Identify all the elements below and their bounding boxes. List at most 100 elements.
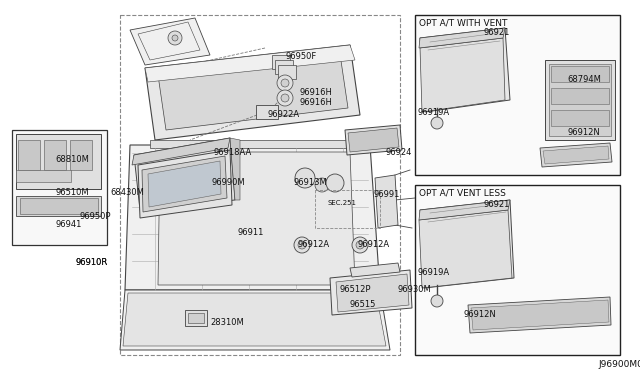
Text: 96990M: 96990M — [212, 178, 246, 187]
Polygon shape — [348, 128, 399, 152]
Bar — [551, 110, 609, 126]
Bar — [188, 313, 204, 323]
Bar — [18, 140, 40, 170]
Bar — [545, 60, 615, 140]
Text: 96950F: 96950F — [285, 52, 316, 61]
Text: 96916H: 96916H — [299, 88, 332, 97]
Polygon shape — [120, 290, 390, 350]
Polygon shape — [419, 28, 505, 48]
Text: 96919A: 96919A — [418, 268, 450, 277]
Polygon shape — [145, 45, 360, 140]
Text: 28310M: 28310M — [210, 318, 244, 327]
Text: 96919A: 96919A — [418, 108, 450, 117]
Text: 96910R: 96910R — [75, 258, 108, 267]
Polygon shape — [123, 293, 386, 346]
Polygon shape — [420, 38, 505, 112]
Polygon shape — [158, 54, 348, 130]
Polygon shape — [543, 146, 609, 164]
Text: OPT A/T VENT LESS: OPT A/T VENT LESS — [419, 189, 506, 198]
Text: 96916H: 96916H — [299, 98, 332, 107]
Text: 96991: 96991 — [373, 190, 399, 199]
Circle shape — [277, 75, 293, 91]
Text: 96921: 96921 — [484, 200, 510, 209]
Bar — [256, 105, 278, 119]
Bar — [551, 88, 609, 104]
Text: 96912A: 96912A — [358, 240, 390, 249]
Polygon shape — [540, 143, 612, 167]
Polygon shape — [468, 297, 611, 333]
Bar — [272, 55, 290, 69]
Bar — [549, 64, 611, 136]
Circle shape — [172, 35, 178, 41]
Circle shape — [326, 174, 344, 192]
Polygon shape — [375, 175, 398, 228]
Polygon shape — [150, 140, 370, 148]
Bar — [16, 196, 101, 216]
Bar — [278, 65, 296, 79]
Circle shape — [168, 31, 182, 45]
Polygon shape — [132, 138, 230, 165]
Polygon shape — [148, 161, 221, 207]
Circle shape — [431, 295, 443, 307]
Circle shape — [298, 241, 306, 249]
Circle shape — [294, 237, 310, 253]
Text: 96515: 96515 — [350, 300, 376, 309]
Bar — [185, 310, 207, 326]
Text: 96912A: 96912A — [298, 240, 330, 249]
Bar — [275, 60, 293, 74]
Text: 96918AA: 96918AA — [213, 148, 252, 157]
Text: SEC.251: SEC.251 — [327, 200, 356, 206]
Text: 96912N: 96912N — [567, 128, 600, 137]
Text: J96900M0: J96900M0 — [598, 360, 640, 369]
Text: 96922A: 96922A — [268, 110, 300, 119]
Polygon shape — [345, 125, 402, 155]
Polygon shape — [138, 150, 232, 218]
Bar — [415, 185, 620, 355]
Text: 96913M: 96913M — [293, 178, 327, 187]
Polygon shape — [134, 138, 235, 210]
Circle shape — [295, 168, 315, 188]
Polygon shape — [420, 28, 510, 112]
Polygon shape — [130, 18, 210, 65]
Circle shape — [315, 178, 329, 192]
Text: 96924: 96924 — [385, 148, 412, 157]
Text: 96512P: 96512P — [340, 285, 371, 294]
Polygon shape — [419, 210, 512, 288]
Bar — [44, 140, 66, 170]
Bar — [551, 66, 609, 82]
Polygon shape — [125, 145, 380, 290]
Polygon shape — [142, 156, 227, 212]
Circle shape — [277, 90, 293, 106]
Text: 68430M: 68430M — [110, 188, 144, 197]
Text: 96921: 96921 — [484, 28, 510, 37]
Bar — [120, 15, 400, 355]
Text: 96910R: 96910R — [75, 258, 108, 267]
Circle shape — [281, 79, 289, 87]
Bar — [415, 15, 620, 175]
Text: 96950P: 96950P — [80, 212, 111, 221]
Polygon shape — [330, 270, 412, 315]
Text: 96911: 96911 — [237, 228, 264, 237]
Polygon shape — [158, 152, 355, 285]
Bar — [16, 170, 71, 182]
Polygon shape — [230, 138, 240, 200]
Text: 68810M: 68810M — [55, 155, 89, 164]
Polygon shape — [145, 45, 355, 82]
Polygon shape — [420, 200, 514, 288]
Circle shape — [281, 94, 289, 102]
Circle shape — [356, 241, 364, 249]
Text: OPT A/T WITH VENT: OPT A/T WITH VENT — [419, 19, 508, 28]
Text: 96510M: 96510M — [55, 188, 88, 197]
Text: 68794M: 68794M — [567, 75, 601, 84]
Polygon shape — [350, 263, 400, 277]
Bar — [20, 198, 98, 214]
Bar — [315, 190, 380, 228]
Polygon shape — [419, 200, 510, 220]
Text: 96941: 96941 — [55, 220, 81, 229]
Polygon shape — [336, 274, 409, 312]
Polygon shape — [471, 300, 609, 330]
Text: 96930M: 96930M — [397, 285, 431, 294]
Bar — [70, 140, 92, 170]
Circle shape — [352, 237, 368, 253]
Text: 96912N: 96912N — [463, 310, 496, 319]
